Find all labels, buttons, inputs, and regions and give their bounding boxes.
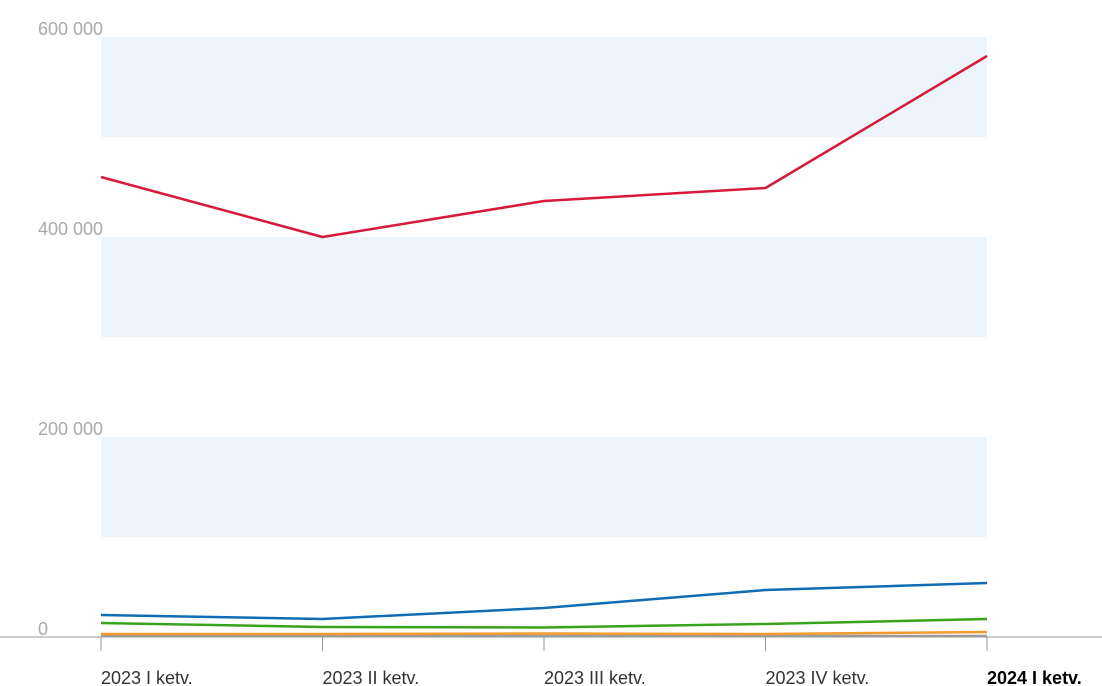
x-tick-label: 2023 I ketv.: [101, 668, 193, 686]
band: [101, 237, 987, 337]
line: [101, 630, 988, 636]
x-tick-label: 2023 II ketv.: [323, 668, 420, 686]
x-tick-label: 2024 I ketv.: [987, 668, 1082, 686]
band: [101, 437, 987, 537]
y-tick-label: 400 000: [38, 219, 103, 239]
y-tick-label: 600 000: [38, 19, 103, 39]
x-tick-label: 2023 IV ketv.: [766, 668, 870, 686]
y-tick-label: 200 000: [38, 419, 103, 439]
line: [100, 54, 988, 239]
line: [100, 617, 988, 629]
band: [101, 37, 987, 137]
line: [100, 581, 988, 621]
x-tick-label: 2023 III ketv.: [544, 668, 646, 686]
y-tick-label: 0: [38, 619, 48, 639]
